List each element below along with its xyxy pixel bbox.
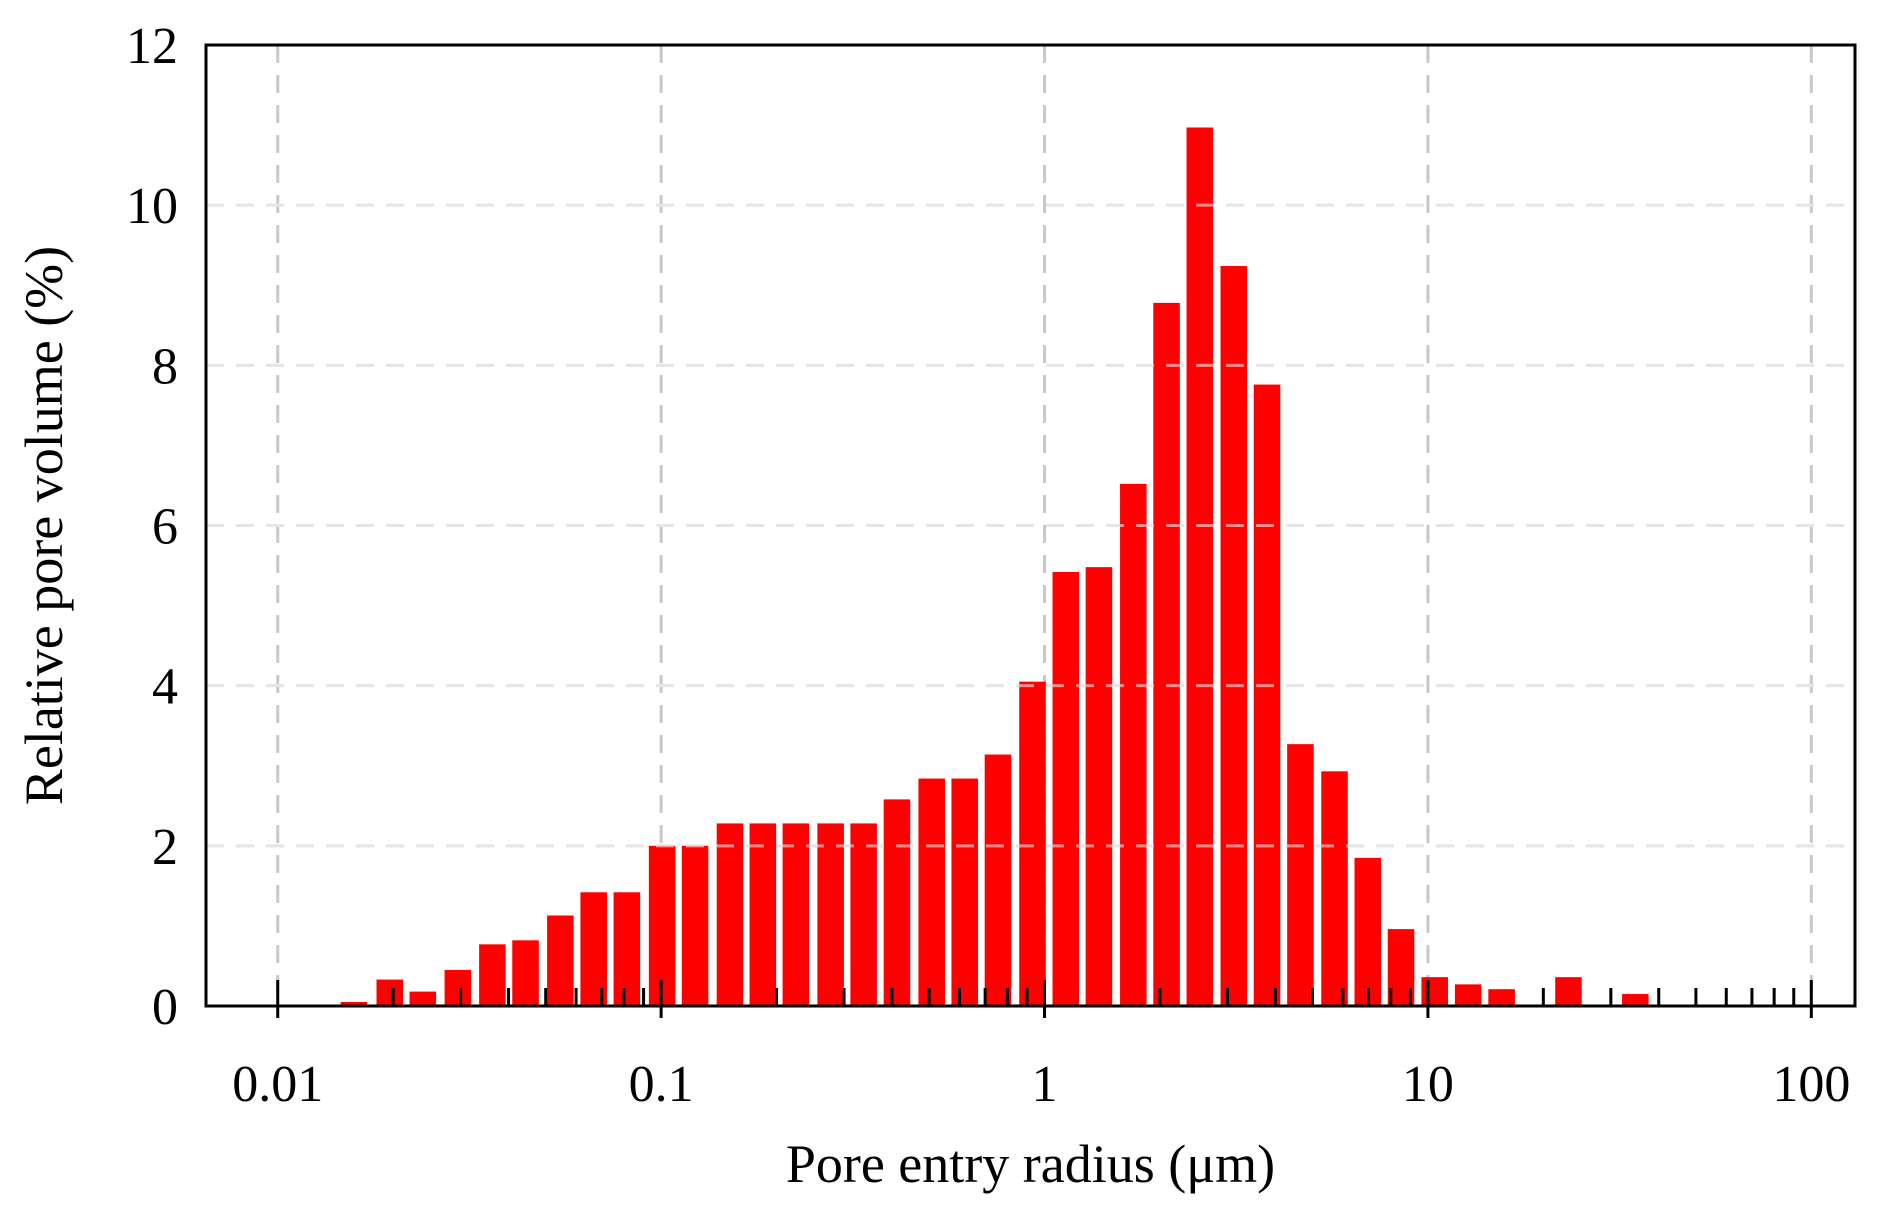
bar [1220, 266, 1248, 1006]
bar [984, 754, 1012, 1006]
x-tick-label: 0.01 [232, 1056, 323, 1113]
x-tick-label: 1 [1032, 1056, 1058, 1113]
bar [1120, 483, 1147, 1006]
bar [883, 799, 911, 1006]
bar [1454, 984, 1482, 1006]
y-tick-label: 0 [152, 979, 178, 1036]
y-tick-label: 4 [152, 659, 178, 716]
x-tick-label: 100 [1772, 1056, 1850, 1113]
bars [340, 127, 1649, 1006]
bar [782, 823, 810, 1006]
bar [1253, 384, 1281, 1006]
y-axis-title: Relative pore volume (%) [14, 246, 74, 805]
bar [1555, 977, 1582, 1006]
bar [1421, 977, 1448, 1006]
plot-frame [204, 43, 1857, 1008]
bar [409, 991, 437, 1006]
y-tick-label: 6 [152, 499, 178, 556]
bar [613, 892, 641, 1006]
bar [1186, 127, 1214, 1006]
x-tick-label: 0.1 [629, 1056, 694, 1113]
bar [547, 915, 574, 1006]
bar [648, 845, 676, 1006]
y-tick-label: 2 [152, 819, 178, 876]
bar [716, 823, 744, 1006]
y-tick-label: 12 [126, 18, 178, 75]
tick-labels: 0.01 0.1 1 10 100 0 2 4 6 8 10 12 [126, 18, 1850, 1113]
bar [512, 940, 539, 1006]
axis-ticks [276, 980, 1813, 1018]
bar [1085, 567, 1113, 1006]
bar [681, 845, 709, 1006]
y-tick-label: 8 [152, 338, 178, 395]
bar [1622, 993, 1649, 1006]
bar [1153, 302, 1180, 1006]
bar [1321, 771, 1348, 1006]
bar [580, 892, 607, 1006]
bar [376, 979, 404, 1006]
bar [850, 823, 877, 1006]
bar [1052, 571, 1080, 1006]
bar [918, 778, 945, 1006]
bar [479, 944, 506, 1006]
x-axis-title: Pore entry radius (μm) [786, 1134, 1275, 1194]
bar [340, 1001, 368, 1006]
bar [444, 969, 472, 1006]
grid-lines-overlay [206, 203, 1855, 848]
bar [1354, 857, 1382, 1006]
bar [951, 778, 978, 1006]
bar [1287, 744, 1314, 1006]
bar [1019, 681, 1046, 1006]
bar [817, 823, 844, 1006]
bar [1488, 989, 1515, 1006]
bar [749, 823, 777, 1006]
x-tick-label: 10 [1402, 1056, 1454, 1113]
y-tick-label: 10 [126, 178, 178, 235]
